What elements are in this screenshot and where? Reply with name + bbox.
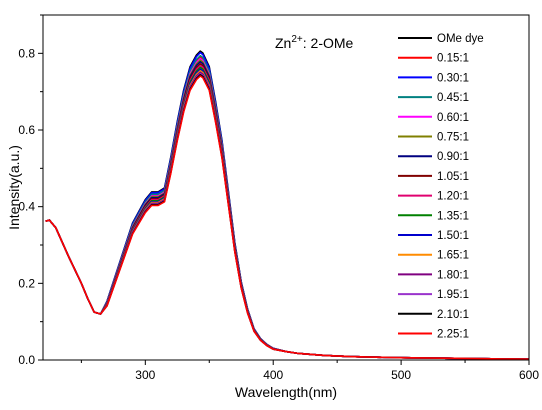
y-tick-label: 0.8 [18, 46, 35, 60]
legend-label-14: 1.95:1 [437, 289, 469, 301]
legend: OMe dye 0.15:1 0.30:1 0.45:1 0.60:1 0.75:1 0.9… [398, 33, 484, 341]
legend-label-9: 1.20:1 [437, 191, 469, 203]
legend-label-8: 1.05:1 [437, 171, 469, 183]
annotation-suffix: : 2-OMe [303, 35, 354, 51]
legend-label-5: 0.60:1 [437, 112, 469, 124]
legend-label-15: 2.10:1 [437, 309, 469, 321]
plot-frame [42, 14, 530, 361]
legend-label-12: 1.65:1 [437, 250, 469, 262]
chart-annotation: Zn2+: 2-OMe [275, 34, 354, 51]
y-tick-label: 0.2 [18, 276, 35, 290]
annotation-base: Zn [275, 35, 291, 51]
legend-label-11: 1.50:1 [437, 230, 469, 242]
x-tick-label: 300 [135, 368, 155, 382]
series-line-16 [45, 75, 530, 361]
legend-label-1: OMe dye [437, 33, 484, 45]
legend-label-6: 0.75:1 [437, 132, 469, 144]
annotation-superscript: 2+ [291, 34, 303, 45]
legend-label-16: 2.25:1 [437, 329, 469, 341]
axes-layer: 300 400 500 600 0.0 0.2 0.4 0.6 0.8 [18, 14, 539, 382]
x-axis-label: Wavelength(nm) [235, 384, 337, 400]
x-tick-label: 600 [519, 368, 539, 382]
y-axis-label: Intensity(a.u.) [6, 145, 22, 230]
y-tick-label: 0.4 [18, 200, 35, 214]
legend-label-2: 0.15:1 [437, 53, 469, 65]
x-tick-label: 500 [391, 368, 411, 382]
x-tick-label: 400 [263, 368, 283, 382]
legend-label-13: 1.80:1 [437, 269, 469, 281]
legend-label-10: 1.35:1 [437, 210, 469, 222]
legend-label-4: 0.45:1 [437, 92, 469, 104]
y-tick-label: 0.0 [18, 353, 35, 367]
legend-label-7: 0.90:1 [437, 151, 469, 163]
plot-layer [45, 50, 530, 361]
legend-label-3: 0.30:1 [437, 72, 469, 84]
y-tick-label: 0.6 [18, 123, 35, 137]
